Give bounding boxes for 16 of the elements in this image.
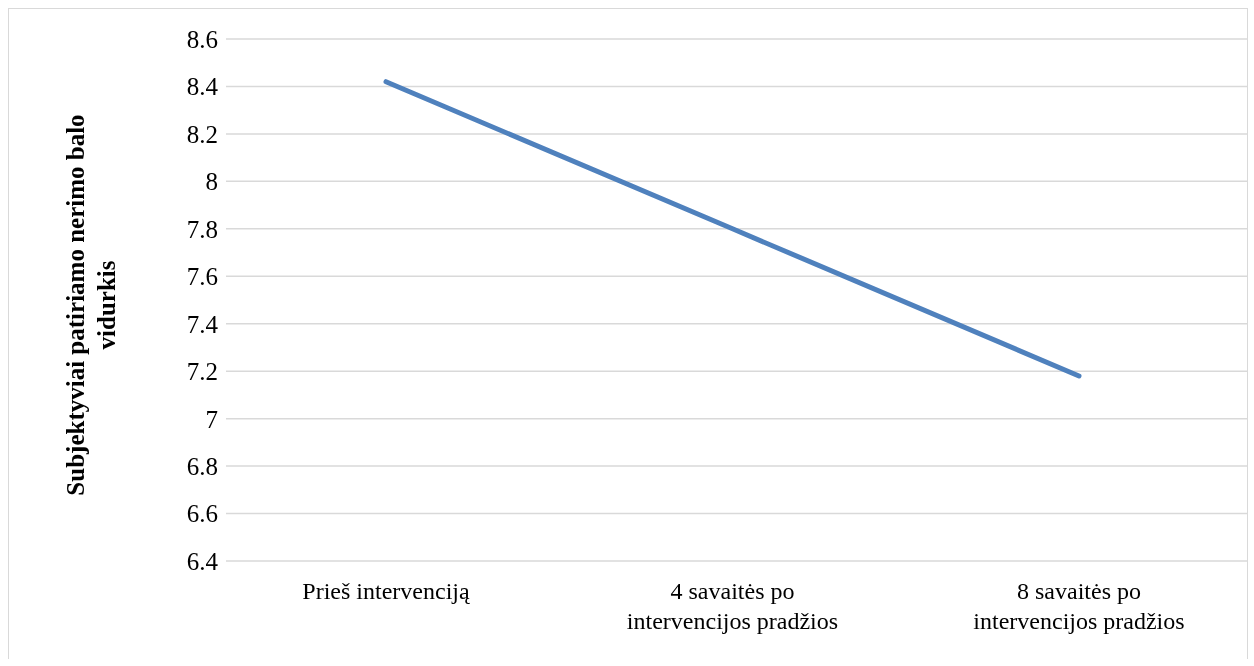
y-tick-label: 7.2 [186,358,218,386]
x-tick-label: Prieš intervenciją [302,578,470,604]
y-tick-label: 8 [205,168,218,196]
y-tick-label: 8.4 [186,73,219,101]
y-tick-label: 6.4 [186,547,219,575]
y-axis-title: Subjektyviai patiriamo nerimo balo vidurkis [61,113,121,498]
y-tick-label: 7 [205,405,218,433]
x-tick-label: 4 savaitės po intervencijos pradžios [626,578,839,634]
y-tick-label: 7.8 [186,215,218,243]
y-tick-label: 6.8 [186,452,218,480]
y-tick-label: 8.2 [186,120,218,148]
y-tick-label: 7.4 [186,310,219,338]
y-tick-label: 8.6 [186,25,218,53]
x-tick-label: 8 savaitės po intervencijos pradžios [973,578,1185,634]
y-tick-label: 7.6 [186,263,218,291]
y-tick-label: 6.6 [186,500,218,528]
